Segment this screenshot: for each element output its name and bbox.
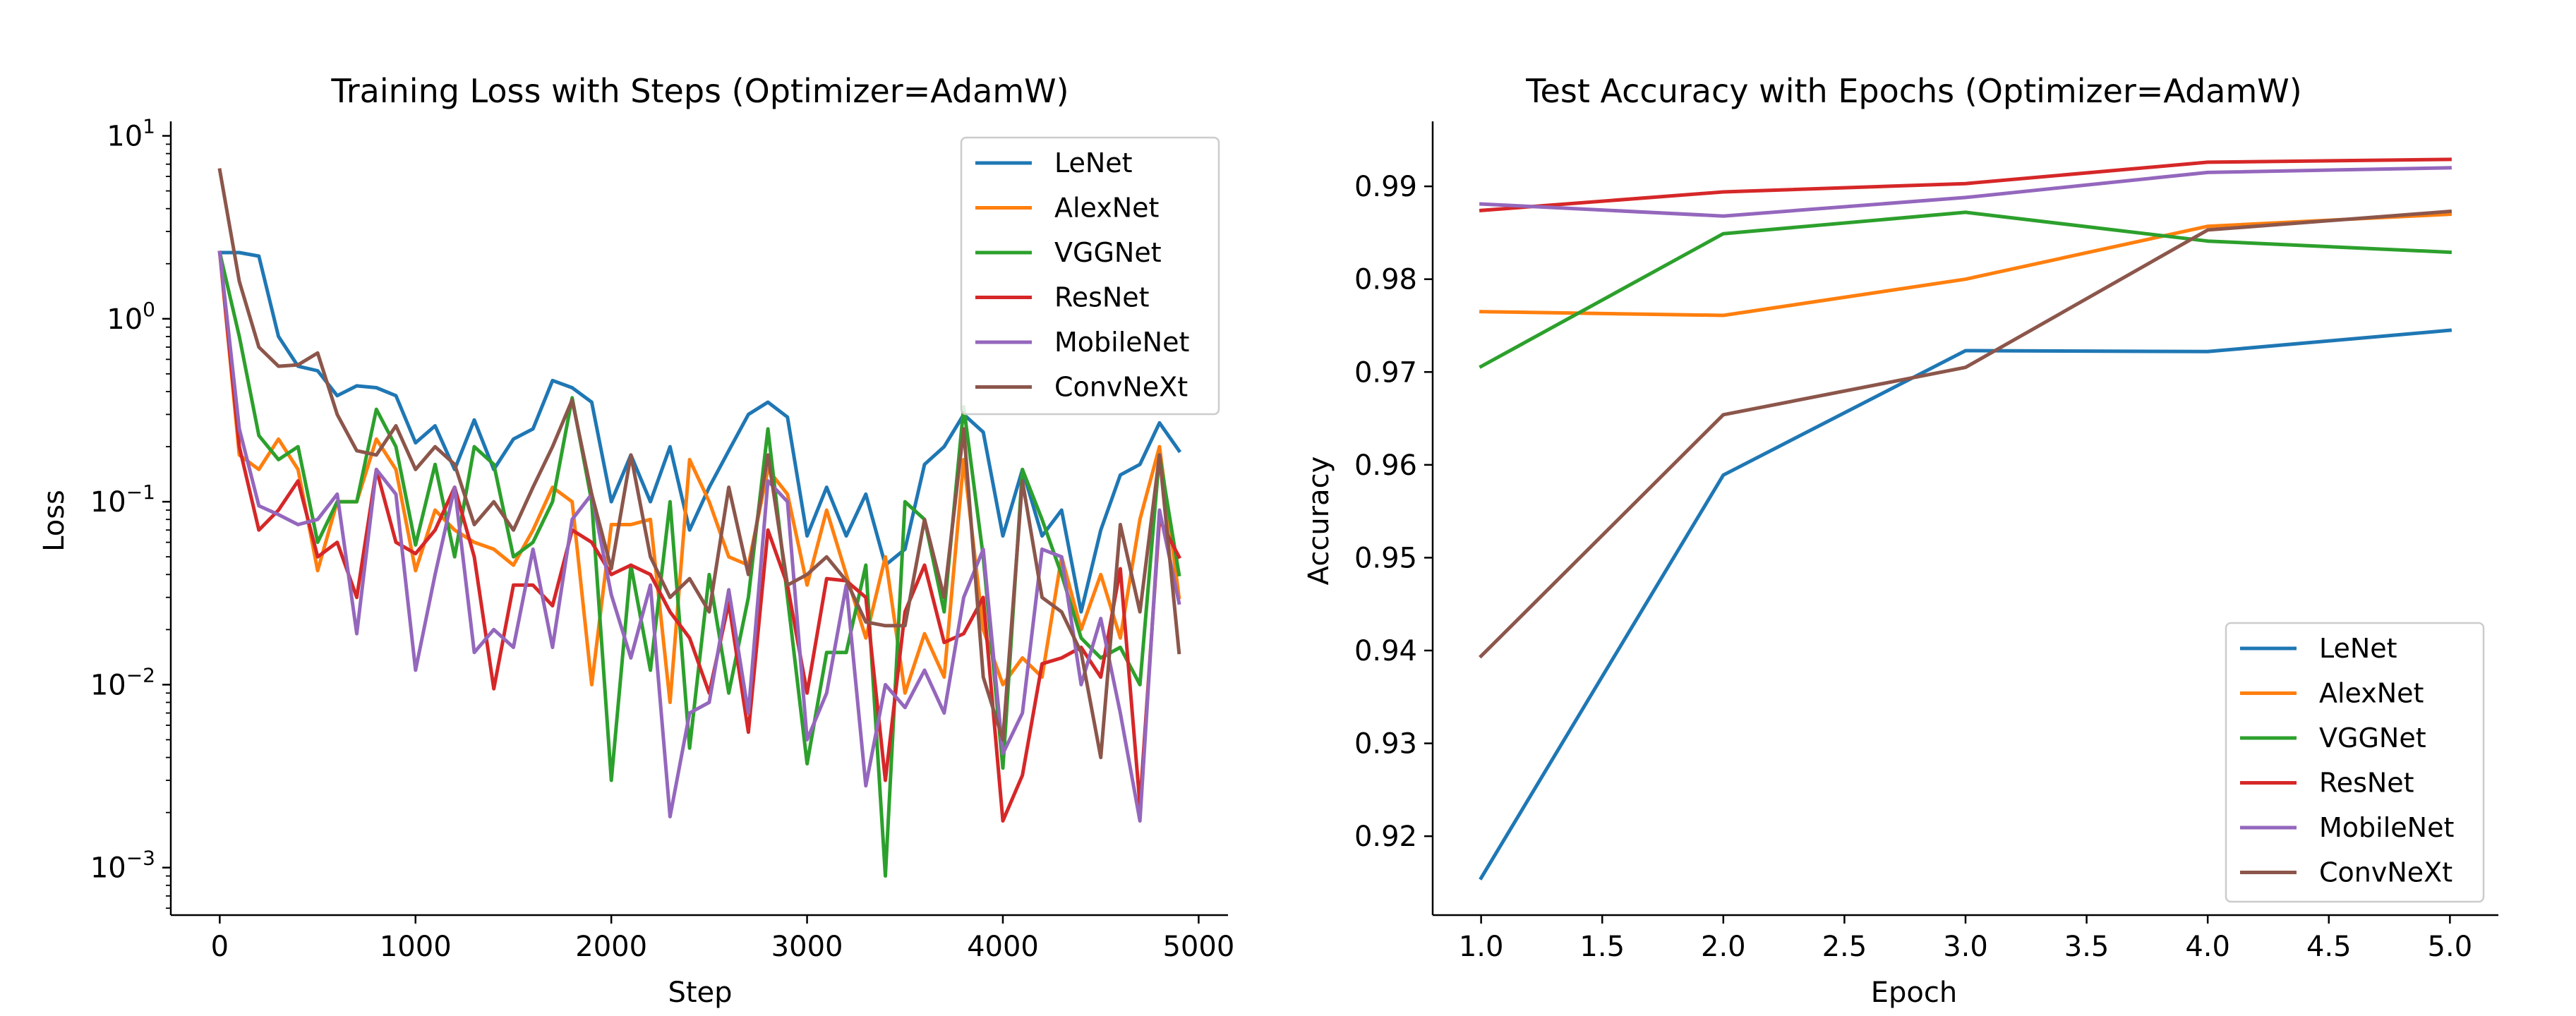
accuracy-series-group <box>1479 157 2452 881</box>
loss-series-line-mobilenet <box>217 250 1181 823</box>
accuracy-y-tick-label: 0.98 <box>1354 264 1417 296</box>
accuracy-series-line-mobilenet <box>1479 166 2452 218</box>
accuracy-x-tick-label: 2.5 <box>1822 931 1867 963</box>
loss-x-tick-label: 0 <box>211 931 229 963</box>
accuracy-y-tick-label: 0.95 <box>1354 542 1417 574</box>
loss-x-tick-label: 2000 <box>575 931 647 963</box>
accuracy-y-tick-label: 0.93 <box>1354 728 1417 761</box>
loss-y-tick-label: 10−1 <box>90 480 155 519</box>
loss-y-tick-label: 101 <box>107 115 155 153</box>
loss-series-line-alexnet <box>217 250 1181 704</box>
loss-legend-label-vggnet: VGGNet <box>1054 237 1162 268</box>
accuracy-x-tick-label: 4.0 <box>2185 931 2230 963</box>
loss-y-tick-label: 10−2 <box>90 663 155 701</box>
accuracy-series-line-resnet <box>1479 157 2452 212</box>
loss-series-line-resnet <box>217 250 1181 823</box>
loss-panel: Training Loss with Steps (Optimizer=Adam… <box>38 72 1234 1009</box>
accuracy-legend-label-convnext: ConvNeXt <box>2319 857 2452 888</box>
loss-x-tick-label: 3000 <box>771 931 843 963</box>
accuracy-y-tick-label: 0.96 <box>1354 449 1417 482</box>
accuracy-ticks: 1.0 1.5 2.0 2.5 3.0 3.5 4.0 4.5 5.0 0.92 0.93 0.94 0… <box>1354 171 2472 963</box>
loss-x-tick-label: 5000 <box>1162 931 1234 963</box>
accuracy-legend-label-lenet: LeNet <box>2319 633 2397 664</box>
loss-chart-title: Training Loss with Steps (Optimizer=Adam… <box>330 72 1069 110</box>
loss-legend-label-convnext: ConvNeXt <box>1054 372 1188 403</box>
loss-y-axis-label: Loss <box>38 490 71 552</box>
accuracy-legend-label-resnet: ResNet <box>2319 768 2414 799</box>
accuracy-y-tick-label: 0.92 <box>1354 821 1417 853</box>
accuracy-chart-title: Test Accuracy with Epochs (Optimizer=Ada… <box>1525 72 2301 110</box>
loss-x-tick-label: 4000 <box>967 931 1039 963</box>
accuracy-x-tick-label: 3.5 <box>2064 931 2109 963</box>
loss-legend-label-resnet: ResNet <box>1054 282 1150 313</box>
loss-series-group <box>217 168 1182 878</box>
accuracy-x-axis-label: Epoch <box>1871 976 1957 1009</box>
accuracy-x-tick-label: 3.0 <box>1943 931 1988 963</box>
loss-y-tick-label: 100 <box>107 298 155 336</box>
loss-legend: LeNet AlexNet VGGNet ResNet MobileNet ConvNeX… <box>960 136 1220 416</box>
accuracy-legend: LeNet AlexNet VGGNet ResNet MobileNet ConvNeX… <box>2225 622 2485 903</box>
loss-legend-label-alexnet: AlexNet <box>1054 193 1159 224</box>
loss-x-axis-label: Step <box>668 976 732 1009</box>
accuracy-legend-label-alexnet: AlexNet <box>2319 678 2424 709</box>
loss-ticks: 0 1000 2000 3000 4000 5000 10−3 10−2 10−1 100 101 <box>90 115 1234 963</box>
accuracy-series-line-convnext <box>1479 209 2452 659</box>
accuracy-x-tick-label: 1.0 <box>1459 931 1504 963</box>
loss-x-tick-label: 1000 <box>380 931 452 963</box>
loss-y-tick-label: 10−3 <box>90 847 155 885</box>
accuracy-x-tick-label: 2.0 <box>1701 931 1746 963</box>
accuracy-y-tick-label: 0.97 <box>1354 356 1417 389</box>
loss-series-line-lenet <box>217 250 1182 614</box>
accuracy-y-tick-label: 0.94 <box>1354 635 1417 667</box>
accuracy-x-tick-label: 5.0 <box>2428 931 2473 963</box>
accuracy-y-tick-label: 0.99 <box>1354 171 1417 203</box>
loss-legend-label-lenet: LeNet <box>1054 147 1133 179</box>
loss-series-line-convnext <box>217 168 1181 760</box>
accuracy-x-tick-label: 1.5 <box>1579 931 1625 963</box>
accuracy-legend-label-vggnet: VGGNet <box>2319 722 2426 754</box>
accuracy-y-axis-label: Accuracy <box>1303 456 1335 586</box>
accuracy-legend-label-mobilenet: MobileNet <box>2319 812 2454 843</box>
accuracy-series-line-lenet <box>1479 328 2452 881</box>
loss-legend-label-mobilenet: MobileNet <box>1054 327 1189 358</box>
accuracy-panel: Test Accuracy with Epochs (Optimizer=Ada… <box>1303 72 2498 1009</box>
accuracy-x-tick-label: 4.5 <box>2306 931 2352 963</box>
loss-axes <box>169 121 1228 917</box>
accuracy-series-line-vggnet <box>1479 210 2452 369</box>
